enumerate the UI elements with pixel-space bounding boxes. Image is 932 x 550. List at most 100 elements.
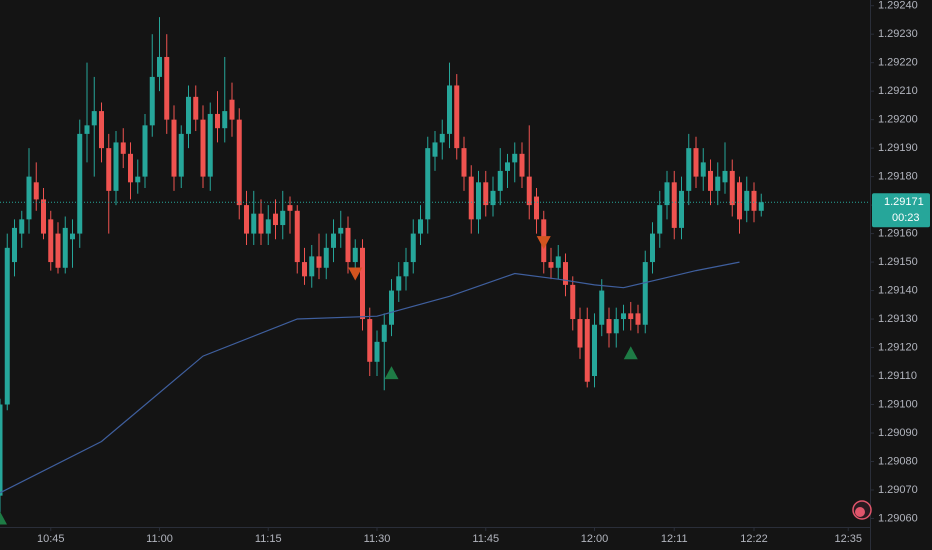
candle-body bbox=[526, 176, 532, 206]
y-tick-label: 1.29120 bbox=[878, 341, 918, 353]
x-tick-label: 11:30 bbox=[364, 533, 391, 545]
candle-body bbox=[48, 219, 54, 263]
candle-body bbox=[142, 125, 148, 177]
candle-body bbox=[62, 227, 68, 268]
candle-body bbox=[461, 148, 467, 177]
candle-body bbox=[418, 219, 423, 234]
candle-body bbox=[331, 233, 336, 248]
candle-body bbox=[149, 76, 155, 126]
candle-body bbox=[577, 319, 583, 348]
candle-body bbox=[229, 99, 235, 120]
candle-body bbox=[323, 247, 329, 268]
buy-signal bbox=[0, 511, 7, 525]
y-tick-label: 1.29140 bbox=[878, 284, 918, 296]
candle-body bbox=[505, 162, 510, 171]
buy-signal bbox=[384, 366, 399, 380]
candle-body bbox=[570, 284, 576, 320]
y-tick-label: 1.29110 bbox=[878, 370, 917, 382]
candle-body bbox=[352, 247, 358, 263]
candle-body bbox=[389, 290, 394, 325]
candle-body bbox=[621, 313, 626, 320]
candle-body bbox=[26, 176, 32, 220]
candle-body bbox=[512, 153, 518, 163]
x-tick-label: 10:45 bbox=[37, 533, 65, 545]
y-tick-label: 1.29070 bbox=[878, 484, 918, 496]
candle-body bbox=[650, 233, 655, 263]
candle-body bbox=[338, 227, 344, 234]
y-tick-label: 1.29160 bbox=[878, 227, 918, 239]
candle-body bbox=[490, 190, 496, 206]
candle-body bbox=[664, 182, 670, 206]
plot-area bbox=[0, 17, 764, 525]
candle-body bbox=[120, 142, 126, 154]
candle-body bbox=[222, 111, 228, 129]
y-tick-label: 1.29240 bbox=[878, 0, 918, 12]
candle-body bbox=[396, 276, 402, 291]
candle-body bbox=[99, 111, 104, 149]
candle-body bbox=[592, 324, 597, 377]
x-tick-label: 12:35 bbox=[834, 533, 862, 545]
candle-body bbox=[563, 262, 568, 285]
candle-body bbox=[708, 170, 713, 191]
candle-body bbox=[606, 319, 612, 334]
candle-body bbox=[273, 213, 278, 226]
candle-body bbox=[84, 125, 90, 134]
candle-body bbox=[106, 148, 112, 191]
candle-body bbox=[302, 262, 307, 277]
candle-body bbox=[265, 219, 271, 234]
candle-body bbox=[679, 190, 684, 228]
candle-body bbox=[70, 233, 75, 240]
y-tick-label: 1.29150 bbox=[878, 256, 918, 268]
candle-body bbox=[374, 341, 380, 362]
candle-body bbox=[635, 313, 641, 325]
candle-body bbox=[135, 176, 141, 183]
candle-body bbox=[722, 170, 728, 183]
y-tick-label: 1.29100 bbox=[878, 398, 918, 410]
candle-body bbox=[548, 262, 554, 268]
y-tick-label: 1.29090 bbox=[878, 427, 918, 439]
candle-body bbox=[447, 85, 452, 134]
candle-body bbox=[77, 133, 83, 234]
y-tick-label: 1.29130 bbox=[878, 313, 918, 325]
candle-body bbox=[186, 96, 191, 134]
candle-body bbox=[157, 56, 162, 77]
candle-body bbox=[744, 190, 750, 211]
candle-body bbox=[280, 210, 286, 226]
candle-body bbox=[12, 227, 17, 263]
candle-body bbox=[367, 319, 373, 362]
icon-dot[interactable] bbox=[855, 507, 865, 517]
candle-body bbox=[0, 404, 3, 496]
sell-signal bbox=[536, 236, 551, 250]
candle-body bbox=[258, 213, 264, 234]
candle-body bbox=[41, 199, 46, 234]
candle-body bbox=[737, 182, 742, 220]
candle-body bbox=[33, 182, 39, 200]
y-tick-label: 1.29060 bbox=[878, 512, 918, 524]
candle-body bbox=[410, 233, 416, 263]
candle-body bbox=[534, 196, 539, 220]
candle-body bbox=[294, 210, 300, 263]
countdown-label: 00:23 bbox=[892, 212, 920, 224]
candle-body bbox=[193, 96, 199, 120]
candle-body bbox=[693, 148, 699, 177]
candle-body bbox=[91, 111, 97, 126]
candle-body bbox=[4, 247, 10, 405]
candle-body bbox=[584, 319, 590, 382]
candle-body bbox=[113, 142, 119, 191]
settings-icon[interactable] bbox=[852, 500, 872, 520]
y-tick-label: 1.29180 bbox=[878, 171, 918, 183]
candle-body bbox=[215, 113, 220, 129]
candle-body bbox=[19, 219, 25, 234]
candle-body bbox=[360, 247, 365, 320]
candle-body bbox=[207, 113, 213, 177]
candle-body bbox=[316, 256, 322, 268]
last-price-box bbox=[872, 193, 930, 228]
candle-body bbox=[751, 190, 757, 211]
candle-body bbox=[425, 148, 431, 220]
candle-body bbox=[236, 119, 242, 206]
candle-body bbox=[613, 319, 619, 334]
candle-body bbox=[758, 202, 764, 211]
